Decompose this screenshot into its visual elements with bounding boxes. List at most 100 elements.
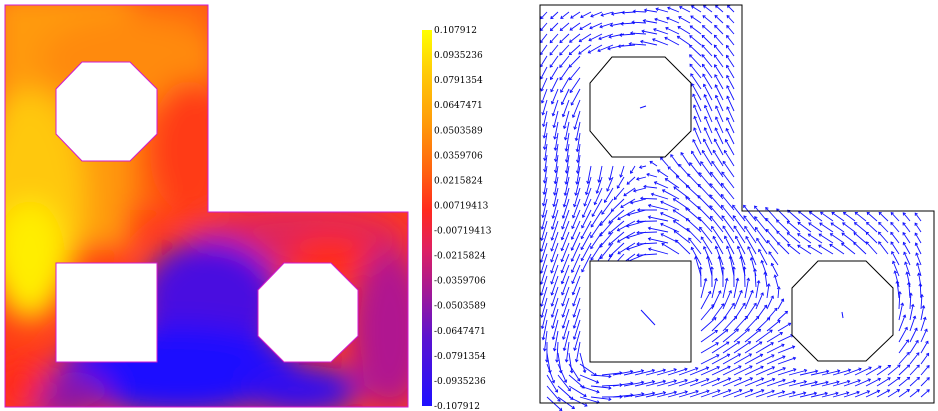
vector-arrow-head [753,302,757,307]
vector-arrow-head [543,157,547,162]
vector-arrow [709,205,724,222]
vector-arrow [557,374,571,392]
vector-arrow [542,99,548,115]
vector-arrow-head [689,162,693,166]
vector-arrow [915,242,922,255]
vector-arrow [692,139,702,156]
vector-arrow-head [664,36,668,41]
vector-arrow-head [705,366,710,370]
vector-arrow [597,44,614,52]
vector-arrow-head [925,340,929,344]
colorbar-tick-label: -0.00719413 [434,227,492,237]
vector-arrow-head [702,245,707,250]
vector-arrow [766,379,786,387]
vector-arrow [579,352,586,373]
vector-arrow-head [641,392,645,396]
vector-arrow-head [652,38,656,42]
vector-arrow [565,154,570,174]
vector-arrow [569,77,581,93]
vector-arrow-head [580,14,584,19]
vector-arrow [693,104,702,123]
vector-arrow-head [713,317,717,321]
vector-square-hole [589,260,692,363]
vector-arrow-head [728,289,732,294]
vector-arrow [601,372,622,376]
vector-arrow-head [836,380,840,385]
vector-arrow [568,55,581,68]
vector-arrow-head [726,64,730,69]
vector-arrow [729,256,735,277]
vector-arrow [878,231,889,244]
vector-arrow-head [561,314,566,318]
vector-arrow-head [902,222,906,226]
vector-arrow [695,256,702,277]
vector-arrow-head [711,225,715,230]
vector-arrow [700,342,719,354]
vector-arrow [645,380,666,387]
vector-arrow-head [829,243,833,248]
vector-arrow [561,264,570,284]
vector-arrow-head [906,351,910,356]
vector-arrow [590,374,611,377]
vector-arrow [755,317,771,332]
vector-arrow-head [782,355,786,359]
vector-arrow [854,366,872,376]
vector-arrow [766,320,781,332]
vector-arrow [724,236,735,255]
vector-arrow [714,15,724,24]
vector-arrow-head [539,248,544,252]
vector-arrow-head [797,221,801,226]
vector-arrow-head [770,262,775,267]
vector-arrow-head [636,177,640,181]
vector-arrow [714,64,724,79]
vector-arrow [832,392,849,398]
vector-arrow-head [714,15,718,19]
vector-arrow [623,370,644,376]
vector-arrow [564,121,570,140]
vector-arrow-head [667,166,671,170]
vector-arrow-head [736,245,741,250]
vector-arrow-head [551,113,556,117]
vector-arrow [608,209,625,224]
vector-arrow-head [714,127,718,131]
vector-arrow-head [732,215,736,219]
scalar-field-panel [4,4,409,408]
vector-arrow [733,365,753,376]
vector-arrow-head [580,235,585,240]
vector-arrow [579,396,600,404]
vector-arrow [737,246,746,266]
vector-arrow [678,379,699,387]
vector-arrow [726,65,735,79]
vector-arrow-head [774,307,778,312]
vector-arrow-head [720,182,725,187]
vector-arrow-head [595,380,600,384]
vector-arrow [541,297,548,318]
vector-arrow-head [776,219,780,223]
colorbar-tick-label: -0.0359706 [434,277,486,287]
vector-arrow [563,110,570,129]
vector-arrow [744,278,750,299]
vector-arrow-head [569,39,573,43]
vector-arrow [667,379,688,387]
vector-arrow-head [727,377,732,381]
vector-arrow [679,6,691,13]
vector-arrow [777,357,796,365]
vector-arrow [606,176,614,192]
vector-arrow-head [721,215,725,219]
vector-arrow [702,73,713,90]
vector-arrow-head [876,389,881,394]
vector-arrow-head [630,369,634,374]
vector-arrow-head [560,236,565,241]
vector-arrow [685,218,702,233]
vector-arrow [673,230,691,244]
vector-arrow-head [541,112,546,116]
vector-arrow [551,231,559,252]
vector-arrow-head [706,378,710,382]
vector-arrow-head [877,377,882,382]
vector-arrow [703,139,713,156]
vector-arrow [712,150,724,167]
vector-arrow-head [890,221,894,226]
vector-arrow [687,173,702,189]
vector-arrow-head [760,292,764,296]
vector-arrow-head [691,83,695,87]
